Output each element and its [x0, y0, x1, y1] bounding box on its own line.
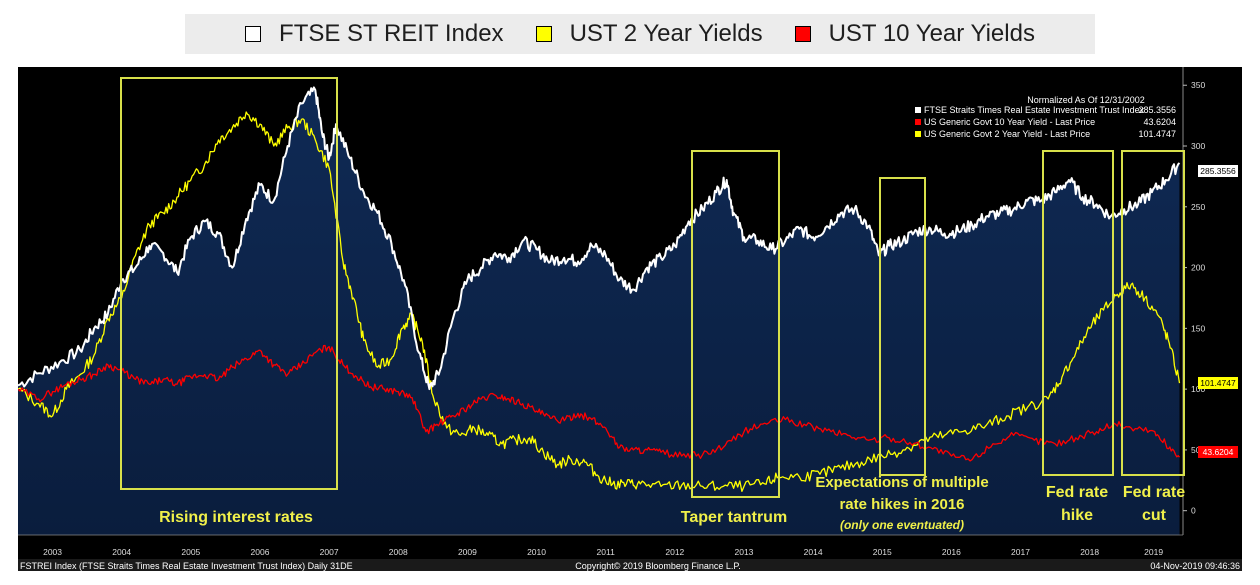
legend: FTSE ST REIT Index UST 2 Year Yields UST…	[185, 14, 1095, 54]
chart-frame: 0 50 100 150 200 250 300 350 2003 2004 2005 2006 20…	[18, 67, 1242, 571]
x-axis: 2003 2004 2005 2006 2007 2008 2009 2010 2011 2012…	[18, 534, 1242, 559]
box-fed-cut	[1121, 150, 1185, 476]
x-tick-label: 2019	[1144, 547, 1163, 557]
annotation-fedhike-1: Fed rate	[1046, 484, 1108, 501]
x-tick-label: 2009	[458, 547, 477, 557]
x-tick-label: 2017	[1011, 547, 1030, 557]
x-axis-band	[18, 535, 1242, 559]
y-axis: 0 50 100 150 200 250 300 350	[1182, 67, 1205, 535]
x-tick-label: 2004	[112, 547, 131, 557]
x-tick-label: 2015	[873, 547, 892, 557]
y-tick-label: 250	[1191, 202, 1205, 212]
x-tick-label: 2008	[389, 547, 408, 557]
inset-title: Normalized As Of 12/31/2002	[1027, 95, 1145, 105]
lines-layer	[18, 86, 1181, 493]
last-value-flags: 285.3556 101.4747 43.6204	[1198, 165, 1238, 458]
x-tick-label: 2007	[320, 547, 339, 557]
box-rising-rates	[120, 77, 338, 490]
legend-label-ust2: UST 2 Year Yields	[569, 20, 763, 47]
flag-2y-text: 101.4747	[1200, 378, 1236, 388]
annotation-rising: Rising interest rates	[159, 509, 313, 526]
legend-swatch-ust2	[535, 26, 552, 42]
flag-2y-bg	[1198, 377, 1238, 389]
flag-reit-bg	[1198, 165, 1238, 177]
box-expectations	[879, 177, 926, 476]
footer-right: 04-Nov-2019 09:46:36	[1150, 561, 1240, 571]
y-tick-label: 50	[1191, 445, 1201, 455]
legend-item-ust10: UST 10 Year Yields	[794, 20, 1035, 48]
area-layer	[18, 87, 1180, 536]
box-taper-tantrum	[691, 150, 780, 498]
annotation-taper: Taper tantrum	[681, 509, 787, 526]
inset-swatch-reit	[915, 107, 921, 113]
x-tick-label: 2003	[43, 547, 62, 557]
legend-label-ust10: UST 10 Year Yields	[828, 20, 1035, 47]
box-fed-hike	[1042, 150, 1114, 476]
x-tick-label: 2014	[804, 547, 823, 557]
series-line-reit	[18, 86, 1181, 391]
inset-legend: Normalized As Of 12/31/2002 FTSE Straits…	[915, 95, 1176, 139]
y-tick-label: 0	[1191, 506, 1196, 516]
footer-bar	[18, 559, 1242, 571]
footer-left: FSTREI Index (FTSE Straits Times Real Es…	[20, 561, 353, 571]
flag-10y-text: 43.6204	[1203, 447, 1234, 457]
x-tick-label: 2018	[1080, 547, 1099, 557]
series-line-ust10y	[18, 344, 1180, 462]
legend-swatch-reit	[245, 26, 262, 42]
inset-label-2y: US Generic Govt 2 Year Yield - Last Pric…	[924, 129, 1090, 139]
x-tick-label: 2013	[735, 547, 754, 557]
inset-value-10y: 43.6204	[1143, 117, 1176, 127]
x-tick-label: 2016	[942, 547, 961, 557]
series-line-ust2y	[18, 111, 1181, 493]
annotation-expect-2: rate hikes in 2016	[839, 496, 964, 513]
inset-label-reit: FTSE Straits Times Real Estate Investmen…	[924, 105, 1145, 115]
legend-item-reit: FTSE ST REIT Index	[245, 20, 504, 48]
annotation-fedcut-1: Fed rate	[1123, 484, 1185, 501]
flag-reit-text: 285.3556	[1200, 166, 1236, 176]
x-tick-label: 2010	[527, 547, 546, 557]
x-tick-label: 2011	[597, 547, 616, 557]
inset-swatch-2y	[915, 131, 921, 137]
legend-swatch-ust10	[794, 26, 811, 42]
annotation-fedcut-2: cut	[1142, 507, 1167, 524]
annotation-fedhike-2: hike	[1061, 507, 1093, 524]
flag-10y-bg	[1198, 446, 1238, 458]
y-tick-label: 200	[1191, 263, 1205, 273]
y-tick-label: 300	[1191, 141, 1205, 151]
x-tick-label: 2006	[251, 547, 270, 557]
y-tick-label: 150	[1191, 323, 1205, 333]
inset-swatch-10y	[915, 119, 921, 125]
inset-label-10y: US Generic Govt 10 Year Yield - Last Pri…	[924, 117, 1095, 127]
x-tick-label: 2005	[181, 547, 200, 557]
annotation-expect-note: (only one eventuated)	[840, 518, 964, 532]
y-tick-label: 100	[1191, 384, 1205, 394]
series-area-reit	[18, 87, 1180, 536]
legend-label-reit: FTSE ST REIT Index	[279, 20, 504, 47]
footer-center: Copyright© 2019 Bloomberg Finance L.P.	[575, 561, 741, 571]
inset-value-reit: 285.3556	[1138, 105, 1176, 115]
y-tick-label: 350	[1191, 80, 1205, 90]
inset-value-2y: 101.4747	[1138, 129, 1176, 139]
x-tick-label: 2012	[665, 547, 684, 557]
annotation-expect-1: Expectations of multiple	[815, 474, 988, 491]
legend-item-ust2: UST 2 Year Yields	[535, 20, 763, 48]
